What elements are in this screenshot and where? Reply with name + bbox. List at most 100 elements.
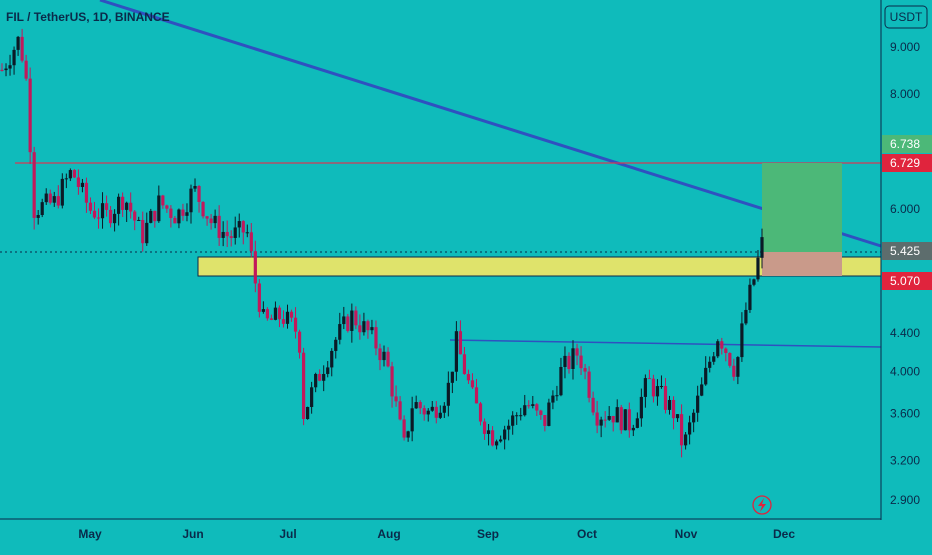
- candle-body: [466, 374, 471, 381]
- candle-body: [704, 367, 708, 385]
- candle-body: [527, 405, 531, 407]
- candle-body: [724, 348, 728, 354]
- candle-body: [36, 215, 40, 218]
- candle-body: [732, 365, 736, 377]
- candle-body: [225, 231, 229, 237]
- candle-body: [161, 195, 165, 206]
- candle-body: [20, 36, 24, 61]
- candle-body: [104, 203, 109, 210]
- candle-body: [205, 216, 209, 219]
- time-tick-label: Jul: [279, 527, 296, 541]
- candle-body: [273, 307, 278, 320]
- candle-body: [410, 408, 414, 432]
- candle-body: [482, 421, 487, 434]
- candle-body: [209, 218, 213, 224]
- candle-body: [293, 317, 298, 332]
- candle-body: [52, 196, 56, 203]
- candle-body: [213, 215, 217, 224]
- price-tick-label: 4.000: [890, 364, 920, 378]
- candle-body: [603, 419, 607, 421]
- candle-body: [507, 425, 511, 430]
- currency-button[interactable]: USDT: [884, 5, 928, 29]
- candle-body: [169, 208, 173, 218]
- candle-body: [683, 434, 688, 446]
- candle-body: [0, 69, 4, 71]
- candle-body: [398, 401, 402, 420]
- candle-body: [233, 227, 237, 238]
- candle-body: [301, 352, 306, 420]
- target-zone[interactable]: [762, 163, 842, 252]
- candle-body: [32, 152, 36, 218]
- candle-body: [671, 399, 676, 419]
- candle-body: [165, 205, 169, 209]
- candle-series: [0, 28, 764, 458]
- candle-body: [667, 399, 672, 410]
- price-label-badge: 6.729: [882, 154, 932, 172]
- candle-body: [145, 222, 149, 244]
- candle-body: [599, 419, 603, 426]
- stop-zone[interactable]: [762, 252, 842, 276]
- candle-body: [16, 36, 20, 50]
- candle-body: [125, 202, 129, 210]
- candle-body: [696, 395, 700, 413]
- candle-body: [442, 405, 446, 413]
- time-tick-label: Oct: [577, 527, 597, 541]
- candle-body: [744, 309, 748, 324]
- candle-body: [495, 441, 499, 446]
- candle-body: [611, 416, 615, 423]
- candle-body: [60, 178, 64, 206]
- candle-body: [157, 195, 161, 222]
- candle-body: [740, 323, 744, 358]
- candle-body: [639, 396, 643, 419]
- candle-body: [306, 406, 310, 420]
- candle-body: [567, 355, 571, 369]
- candle-body: [595, 412, 599, 426]
- candle-body: [261, 309, 265, 312]
- candle-body: [555, 395, 559, 397]
- descending-trendline[interactable]: [99, 0, 882, 248]
- candle-body: [390, 366, 394, 397]
- candle-body: [535, 404, 539, 411]
- candle-body: [382, 351, 386, 361]
- candle-body: [651, 378, 656, 397]
- candle-body: [48, 193, 52, 203]
- time-axis: May Jun Jul Aug Sep Oct Nov Dec: [78, 527, 795, 541]
- candle-body: [716, 341, 720, 357]
- candle-body: [318, 373, 322, 381]
- price-tick-label: 8.000: [890, 87, 920, 101]
- candle-body: [249, 232, 253, 252]
- candle-body: [229, 236, 233, 238]
- price-tick-label: 3.200: [890, 454, 920, 468]
- candle-body: [374, 327, 378, 349]
- candle-body: [257, 283, 261, 312]
- candle-body: [141, 219, 145, 244]
- time-tick-label: Dec: [773, 527, 795, 541]
- candle-body: [474, 387, 479, 404]
- candle-body: [173, 217, 177, 224]
- candle-body: [297, 331, 302, 353]
- candle-body: [217, 215, 221, 238]
- candle-body: [185, 212, 189, 216]
- candle-body: [563, 355, 567, 367]
- candle-body: [4, 68, 8, 71]
- candle-body: [269, 318, 274, 320]
- candle-body: [700, 384, 704, 396]
- candle-body: [100, 203, 105, 219]
- candle-body: [760, 237, 764, 258]
- candle-body: [334, 339, 338, 351]
- candle-body: [438, 412, 442, 418]
- candle-body: [56, 196, 60, 206]
- candle-body: [64, 178, 68, 180]
- candle-body: [108, 209, 113, 224]
- lightning-icon[interactable]: [752, 495, 772, 515]
- candle-body: [752, 279, 756, 285]
- price-tick-label: 6.000: [890, 202, 920, 216]
- candle-body: [8, 65, 12, 69]
- support-trendline[interactable]: [449, 339, 882, 348]
- candle-body: [430, 406, 434, 411]
- candle-body: [426, 410, 430, 415]
- candle-body: [635, 418, 639, 428]
- candle-body: [663, 386, 668, 410]
- candle-body: [84, 182, 89, 203]
- candle-body: [623, 409, 627, 431]
